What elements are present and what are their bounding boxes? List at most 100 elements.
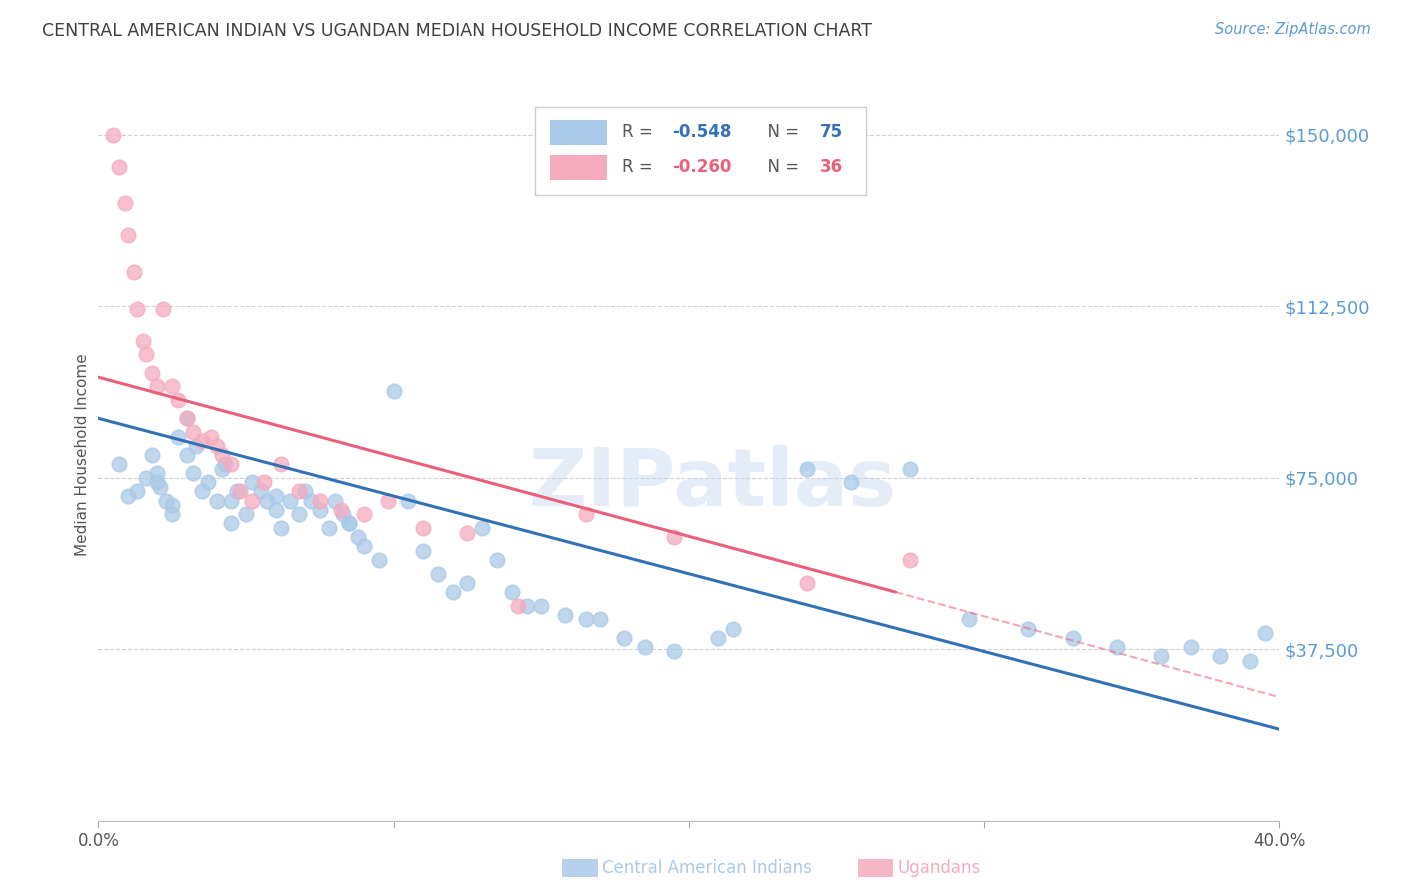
Point (278, 493, 302, 508)
Point (613, 631, 636, 645)
Point (108, 457, 131, 471)
Point (368, 553, 391, 567)
Point (205, 493, 228, 508)
Point (135, 471, 157, 485)
Point (162, 508, 183, 522)
Point (337, 516, 360, 531)
Text: R =: R = (621, 123, 658, 141)
Point (197, 475, 219, 490)
Point (103, 128, 125, 142)
Point (1209, 649, 1232, 664)
Point (149, 480, 172, 494)
Point (309, 502, 332, 516)
Text: Source: ZipAtlas.com: Source: ZipAtlas.com (1215, 22, 1371, 37)
Point (309, 493, 332, 508)
Point (396, 493, 419, 508)
Point (633, 640, 655, 654)
Point (167, 392, 190, 407)
Point (337, 516, 360, 531)
Point (214, 457, 236, 471)
Point (664, 644, 686, 658)
Point (318, 521, 340, 535)
Point (270, 457, 292, 471)
Point (240, 493, 263, 508)
Text: R =: R = (621, 159, 658, 177)
Point (264, 489, 287, 503)
Point (589, 612, 612, 626)
Text: ZIPatlas: ZIPatlas (529, 445, 897, 524)
Point (152, 301, 174, 316)
Bar (550, 154, 607, 180)
Text: N =: N = (758, 159, 804, 177)
Point (900, 461, 922, 475)
Point (299, 493, 322, 508)
Point (270, 521, 292, 535)
Point (839, 475, 862, 490)
Point (707, 631, 730, 645)
Point (1180, 640, 1202, 654)
Point (132, 334, 155, 348)
Point (412, 544, 434, 558)
Point (184, 439, 207, 453)
Text: 36: 36 (820, 159, 844, 177)
Point (501, 585, 523, 599)
Point (264, 502, 287, 516)
Point (219, 493, 242, 508)
Point (176, 411, 198, 425)
Point (240, 475, 263, 490)
Point (554, 607, 576, 622)
Point (122, 265, 145, 279)
Point (959, 612, 981, 626)
Point (506, 599, 529, 613)
Point (146, 379, 169, 393)
Point (664, 530, 686, 544)
Point (486, 553, 509, 567)
Point (114, 196, 136, 211)
Point (229, 484, 252, 499)
Point (219, 516, 242, 531)
Point (288, 508, 311, 522)
Point (530, 599, 553, 613)
Point (515, 599, 537, 613)
Point (135, 347, 157, 361)
Point (146, 475, 169, 490)
Point (441, 585, 464, 599)
Point (205, 439, 228, 453)
Point (900, 553, 922, 567)
Point (181, 466, 204, 480)
Point (211, 461, 233, 475)
Point (329, 502, 352, 516)
Point (1062, 631, 1084, 645)
Point (181, 425, 204, 439)
Point (471, 521, 494, 535)
Point (117, 228, 139, 243)
Point (796, 576, 818, 591)
Point (796, 461, 818, 475)
Point (574, 508, 596, 522)
Point (1239, 654, 1261, 668)
Point (294, 484, 316, 499)
Text: 75: 75 (820, 123, 844, 141)
Text: CENTRAL AMERICAN INDIAN VS UGANDAN MEDIAN HOUSEHOLD INCOME CORRELATION CHART: CENTRAL AMERICAN INDIAN VS UGANDAN MEDIA… (42, 22, 872, 40)
Point (288, 484, 311, 499)
Point (162, 498, 183, 512)
Point (108, 160, 131, 174)
Point (347, 530, 370, 544)
Point (353, 539, 375, 553)
Point (256, 493, 278, 508)
Point (226, 484, 249, 499)
Y-axis label: Median Household Income: Median Household Income (75, 353, 90, 557)
Point (721, 622, 744, 636)
Point (323, 493, 346, 508)
Point (253, 475, 276, 490)
FancyBboxPatch shape (536, 108, 866, 195)
Text: N =: N = (758, 123, 804, 141)
Text: Ugandans: Ugandans (897, 859, 980, 877)
Point (574, 612, 596, 626)
Point (176, 448, 198, 462)
Point (176, 411, 198, 425)
Point (1150, 649, 1173, 664)
Point (1105, 640, 1128, 654)
Point (412, 521, 434, 535)
Point (382, 384, 405, 398)
